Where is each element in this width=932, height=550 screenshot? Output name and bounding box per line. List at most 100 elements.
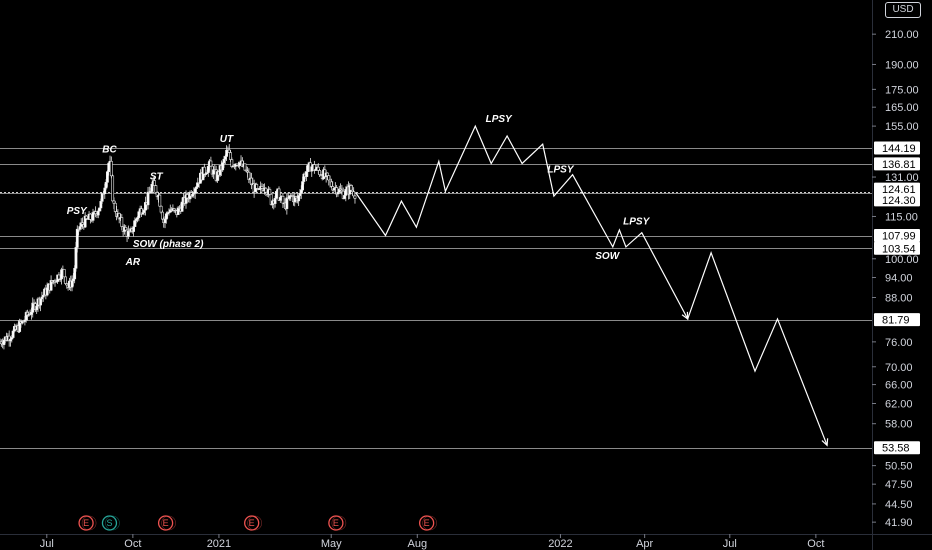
event-marker-circle <box>157 515 174 531</box>
event-marker-circle <box>328 515 344 531</box>
candle-body <box>316 166 320 171</box>
candle-body <box>343 195 346 199</box>
candle-body <box>107 162 111 173</box>
level-price-tag <box>874 229 920 243</box>
candle-body <box>221 162 225 171</box>
time-axis[interactable]: Jul Oct 2021 May Aug 2022 Apr Jul Oct <box>0 534 932 550</box>
price-tick-label: 70.00 <box>885 362 913 374</box>
candle-body <box>264 187 268 193</box>
candle-body <box>57 274 61 280</box>
candle-body <box>109 160 113 177</box>
annotation-label: LPSY <box>486 114 513 125</box>
candle-body <box>268 189 272 195</box>
candle-series <box>0 144 357 350</box>
horizontal-levels <box>0 148 872 449</box>
candle-body <box>185 194 189 199</box>
price-tick-label: 76.00 <box>885 337 913 349</box>
level-price-text: 124.30 <box>882 195 916 207</box>
candle-body <box>75 228 79 248</box>
candle-body <box>30 311 33 315</box>
candle-body <box>318 170 322 175</box>
candle-body <box>94 211 98 215</box>
candle-body <box>73 267 77 280</box>
price-tick-label: 115.00 <box>885 211 918 223</box>
candle-body <box>260 186 264 189</box>
event-marker-circle <box>244 515 260 531</box>
candle-body <box>225 149 229 157</box>
candle-body <box>104 181 108 189</box>
candle-body <box>223 156 227 160</box>
event-marker-shadow <box>247 515 262 531</box>
candle-body <box>62 269 66 278</box>
event-marker-letter: E <box>163 518 169 528</box>
annotation-label: LPSY <box>547 164 574 175</box>
candle-body <box>120 217 124 227</box>
price-tick-label: 41.90 <box>885 517 913 529</box>
annotation-label: UT <box>220 134 234 145</box>
event-marker-letter: E <box>83 518 89 528</box>
candle-body <box>103 187 107 194</box>
candle-body <box>142 209 146 213</box>
candle-body <box>238 162 242 166</box>
event-marker-letter: E <box>333 518 339 528</box>
candle-body <box>209 160 213 167</box>
candle-body <box>326 172 329 176</box>
annotation-label: BC <box>102 145 117 156</box>
candle-body <box>137 211 141 218</box>
annotation-label: ST <box>150 171 164 182</box>
price-axis[interactable]: 210.00 190.00 175.00 165.00 155.00 131.00 115.… <box>872 0 919 550</box>
candle-body <box>222 158 226 164</box>
price-tick-label: 58.00 <box>885 419 913 431</box>
level-price-tag <box>874 313 920 327</box>
candle-body <box>352 191 356 197</box>
candle-body <box>111 175 115 202</box>
projection-arrowhead <box>681 311 689 321</box>
price-tick-label: 62.00 <box>885 399 913 411</box>
time-tick-label: Jul <box>40 538 54 550</box>
candle-body <box>158 194 162 207</box>
level-price-text: 81.79 <box>882 315 910 327</box>
event-marker-shadow <box>161 515 176 531</box>
price-tick-label: 190.00 <box>885 59 919 71</box>
time-tick-label: Apr <box>636 538 653 550</box>
currency-badge[interactable]: USD <box>885 2 921 18</box>
candle-body <box>132 226 136 232</box>
price-tick-label: 47.50 <box>885 479 913 491</box>
level-price-text: 107.99 <box>882 231 916 243</box>
candle-body <box>274 191 278 199</box>
event-marker-letter: E <box>424 518 430 528</box>
candle-body <box>154 185 158 193</box>
candle-body <box>206 166 210 174</box>
candle-body <box>193 188 197 194</box>
annotation-label: SOW (phase 2) <box>133 239 204 250</box>
candle-body <box>297 195 301 202</box>
candle-body <box>180 201 184 212</box>
candle-body <box>202 166 206 175</box>
candle-body <box>64 276 67 284</box>
candle-body <box>91 212 95 221</box>
level-price-tag <box>874 441 920 455</box>
annotation-label: PSY <box>67 206 88 217</box>
candle-body <box>2 339 6 345</box>
projection-arrowhead <box>821 438 829 447</box>
candle-body <box>112 200 116 204</box>
candle-body <box>310 166 314 172</box>
candle-body <box>163 218 167 224</box>
event-marker-shadow <box>422 515 437 531</box>
candle-body <box>106 171 109 183</box>
time-tick-label: May <box>321 538 342 550</box>
level-price-text: 103.54 <box>882 243 916 255</box>
event-marker-shadow <box>81 515 97 531</box>
level-price-text: 53.58 <box>882 443 910 455</box>
candle-body <box>243 163 247 171</box>
candle-body <box>344 189 348 196</box>
candle-body <box>78 226 82 230</box>
wyckoff-annotations: BC PSY ST AR SOW (phase 2) UT LPSY LPSY LPSY SOW <box>67 114 651 268</box>
level-price-tag <box>874 193 920 207</box>
candle-body <box>88 213 92 220</box>
event-marker-letter: S <box>106 518 112 528</box>
candle-body <box>96 210 100 216</box>
level-price-tag <box>874 141 920 155</box>
